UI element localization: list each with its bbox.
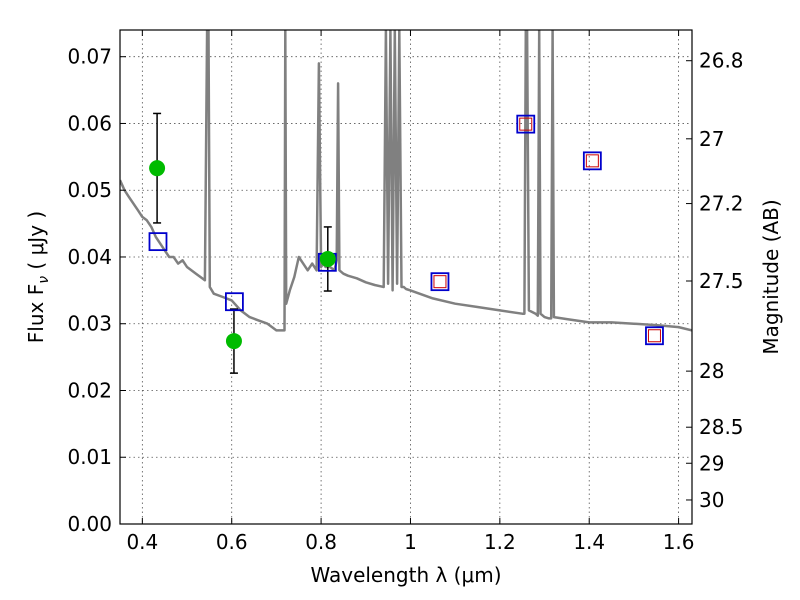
plot-frame bbox=[119, 29, 693, 525]
y-tick-label: 0.04 bbox=[67, 245, 112, 269]
y2-tick-label: 27.5 bbox=[699, 269, 744, 293]
x-axis-label: Wavelength λ (μm) bbox=[310, 563, 501, 587]
observed-flux-point bbox=[225, 333, 242, 350]
y2-tick-label: 27.2 bbox=[699, 192, 744, 216]
x-tick-label: 1 bbox=[404, 530, 417, 554]
observed-flux-point bbox=[149, 160, 166, 177]
model-photometry-inner-marker bbox=[585, 154, 599, 168]
model-photometry-marker bbox=[148, 232, 168, 252]
x-tick-label: 0.6 bbox=[216, 530, 248, 554]
y2-tick-label: 30 bbox=[699, 488, 724, 512]
plot-area bbox=[120, 30, 692, 374]
axis-ticks: 0.4 0.6 0.8 1 1.2 1.4 1.6 0.00 0.01 0.02 0.03 0.04 0… bbox=[67, 30, 744, 554]
y-axis-label-unit: ( μJy ) bbox=[24, 211, 48, 276]
x-tick-label: 0.8 bbox=[305, 530, 337, 554]
model-spectrum-line bbox=[120, 30, 692, 332]
grid bbox=[120, 30, 692, 524]
y2-tick-label: 28.5 bbox=[699, 415, 744, 439]
model-photometry-marker bbox=[430, 272, 450, 292]
x-tick-label: 0.4 bbox=[126, 530, 158, 554]
y-tick-label: 0.07 bbox=[67, 45, 112, 69]
y2-axis-label: Magnitude (AB) bbox=[759, 199, 783, 354]
y2-tick-label: 27 bbox=[699, 127, 724, 151]
y-tick-label: 0.00 bbox=[67, 512, 112, 536]
model-photometry-marker bbox=[582, 151, 602, 171]
y-tick-label: 0.05 bbox=[67, 178, 112, 202]
x-tick-label: 1.6 bbox=[663, 530, 695, 554]
model-photometry-inner-marker bbox=[519, 117, 533, 131]
y-tick-label: 0.02 bbox=[67, 378, 112, 402]
y2-tick-label: 28 bbox=[699, 359, 724, 383]
model-photometry-marker bbox=[224, 292, 244, 312]
plot-series bbox=[120, 30, 692, 374]
y-tick-label: 0.06 bbox=[67, 111, 112, 135]
y-tick-label: 0.03 bbox=[67, 312, 112, 336]
y2-tick-label: 29 bbox=[699, 451, 724, 475]
y-axis-label-text: Flux F bbox=[24, 284, 48, 343]
y-tick-label: 0.01 bbox=[67, 445, 112, 469]
model-photometry-marker bbox=[645, 326, 664, 346]
model-photometry-inner-marker bbox=[647, 329, 661, 343]
model-photometry-marker bbox=[516, 114, 536, 134]
y-axis-label-subscript: ν bbox=[36, 276, 52, 284]
x-tick-label: 1.4 bbox=[573, 530, 605, 554]
y2-tick-label: 26.8 bbox=[699, 49, 744, 73]
observed-flux-point bbox=[319, 250, 336, 267]
x-tick-label: 1.2 bbox=[484, 530, 516, 554]
model-photometry-inner-marker bbox=[433, 275, 447, 289]
y-axis-label: Flux Fν ( μJy ) bbox=[24, 211, 52, 343]
